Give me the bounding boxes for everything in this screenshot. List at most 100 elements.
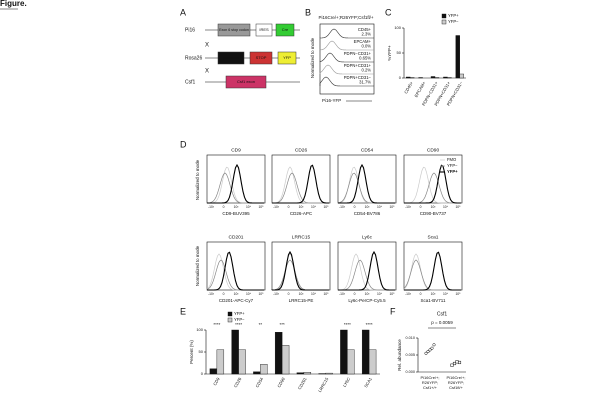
legend-label: YFP− [448, 19, 459, 24]
histogram-yfp-pos [338, 163, 395, 204]
bar [455, 35, 461, 79]
bar [443, 76, 448, 79]
significance: **** [366, 322, 373, 327]
x-tick-label: 10⁴ [443, 205, 449, 209]
panel-title: Pi16Cre/+;R26YFP;Csf1fl/+ [318, 15, 373, 20]
construct-box [225, 75, 267, 89]
axis-label: Sca1-BV711 [421, 298, 446, 303]
axis-label: CD90-BV737 [420, 211, 447, 216]
figure-heading: Figure. [0, 0, 27, 8]
x-tick-label: 0 [354, 205, 356, 209]
x-tick-label: 10⁴ [311, 292, 317, 296]
bar [209, 368, 218, 375]
axis-label: CD201-APC-Cy7 [219, 298, 254, 303]
plot-frame [319, 23, 375, 95]
histogram-yfp-neg [404, 172, 461, 204]
histogram-fmo [403, 253, 461, 291]
point [450, 363, 454, 367]
histogram-fmo [206, 253, 264, 291]
gene-name: Pi16 [185, 27, 195, 33]
y-tick-label: 50 [199, 349, 204, 354]
histogram-yfp-pos [272, 164, 330, 204]
box-label: Exon 6 stop codon [219, 28, 249, 32]
legend-swatch [227, 317, 233, 323]
group-label: R26YFP; [422, 380, 438, 385]
marker-title: CD201 [229, 234, 244, 240]
x-tick-label: 10⁴ [377, 292, 383, 296]
construct-box [217, 23, 251, 37]
population-name: PDPN+CD31+ [344, 63, 372, 68]
axis-label: %YFP+ [387, 45, 392, 61]
histogram [319, 40, 374, 51]
axis-label: Normalized to mode [310, 37, 315, 78]
gene-name: Csf1 [185, 79, 196, 85]
legend-swatch [441, 19, 447, 25]
x-tick-label: 0 [420, 292, 422, 296]
bar [430, 76, 436, 79]
panel-letter: B [305, 7, 311, 17]
bar [347, 349, 355, 375]
significance: ** [259, 322, 263, 327]
x-tick-label: -10³ [405, 205, 412, 209]
legend-label: YFP+ [234, 311, 245, 316]
x-tick-label: 0 [288, 292, 290, 296]
histogram [319, 64, 374, 75]
histogram-yfp-neg [271, 259, 329, 291]
x-tick-label: 0 [223, 292, 225, 296]
chart-title: Csf1 [437, 311, 448, 317]
axis-label: Percent (%) [189, 340, 194, 364]
legend-label: YFP+ [448, 13, 459, 18]
bar [325, 372, 333, 375]
histogram-yfp-pos [207, 251, 264, 291]
bar [361, 329, 370, 375]
histogram-yfp-neg [206, 172, 264, 204]
x-tick-label: 10⁴ [377, 205, 383, 209]
y-tick-label: 0.005 [405, 353, 415, 357]
bar [340, 329, 348, 375]
bar [253, 371, 261, 375]
population-pct: 2.3% [361, 32, 371, 37]
legend-label: YFP− [447, 163, 458, 168]
histogram-fmo [271, 166, 329, 204]
histogram-yfp-pos [404, 164, 462, 204]
point [428, 348, 432, 352]
x-tick-label: SCA1 [363, 376, 373, 389]
bar [303, 372, 312, 375]
y-tick-label: 0 [201, 371, 204, 376]
axis-label: Ly6c-PerCP-Cy5.5 [348, 298, 386, 303]
x-tick-label: 10⁴ [246, 205, 252, 209]
x-tick-label: 0 [288, 205, 290, 209]
panel-letter: E [180, 306, 186, 316]
bar [406, 76, 411, 79]
x-tick-label: 10⁵ [389, 205, 395, 209]
axis-label: Pi16-YFP [322, 98, 341, 103]
plot-frame [271, 241, 331, 291]
x-tick-label: CD54 [255, 376, 265, 388]
x-tick-label: -10³ [208, 292, 215, 296]
box-label: Cre [282, 27, 289, 32]
x-tick-label: 10⁵ [323, 205, 329, 209]
box-label: IRES [259, 27, 269, 32]
box-label: Csf1 exon [237, 79, 255, 84]
significance: *** [279, 322, 285, 327]
bar [274, 332, 283, 375]
x-tick-label: -10³ [339, 205, 346, 209]
x-tick-label: LRRC15 [317, 376, 330, 393]
x-tick-label: 0 [354, 292, 356, 296]
population-pct: 0.2% [361, 68, 371, 73]
bar [368, 349, 377, 375]
plot-frame [271, 154, 331, 204]
x-tick-label: LY6C [342, 377, 351, 388]
group-label: R26YFP; [448, 380, 464, 385]
marker-title: CD26 [295, 147, 308, 153]
group-label: Pi16Cre/+; [420, 375, 439, 380]
group-label: Pi16Cre/+; [446, 375, 465, 380]
marker-title: CD9 [231, 147, 241, 153]
point [457, 360, 462, 365]
x-tick-label: 10⁵ [258, 205, 264, 209]
x-tick-label: CD9 [212, 376, 221, 386]
histogram-yfp-pos [338, 250, 395, 291]
plot-frame [337, 154, 397, 204]
x-tick-label: CD26 [233, 376, 243, 388]
construct-box [249, 51, 273, 65]
